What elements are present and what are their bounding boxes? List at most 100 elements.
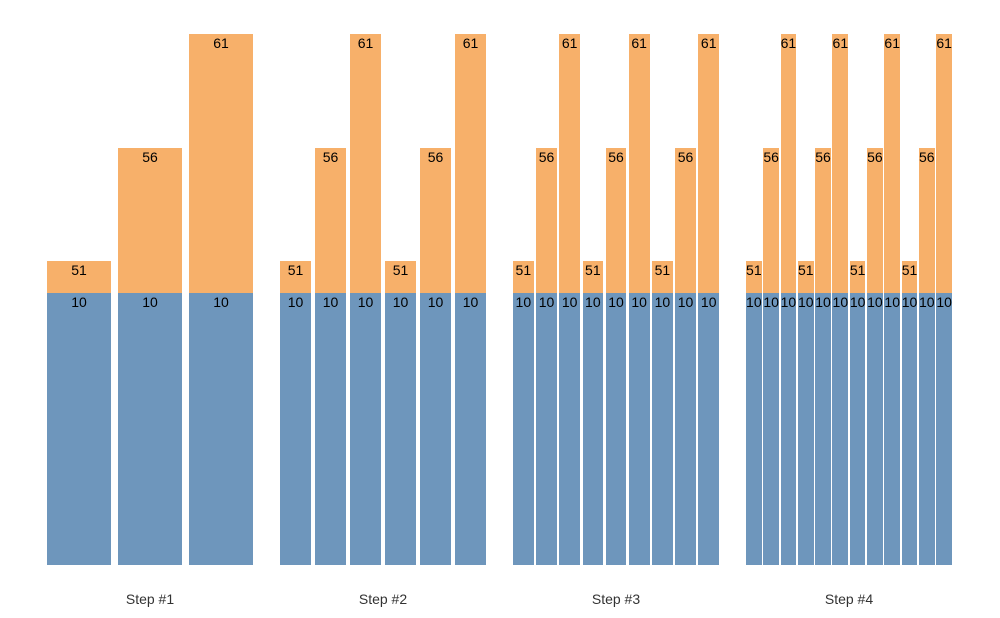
bar: 56 10 (867, 0, 883, 565)
bar-base-label: 10 (849, 294, 866, 310)
bar-segment-top: 56 (918, 148, 935, 293)
bar: 56 10 (315, 0, 346, 565)
bars-container: 51 10 56 10 61 10 51 10 56 10 61 10 51 10 56 10 61 10 51 10… (746, 0, 952, 565)
bar-total-label: 56 (815, 149, 831, 165)
bar-group-step-3: 51 10 56 10 61 10 51 10 56 10 61 10 51 10 56 10 61 10 Step… (513, 0, 720, 618)
bars-container: 51 10 56 10 61 10 51 10 56 10 61 10 (280, 0, 486, 565)
x-axis-label-step-3: Step #3 (591, 591, 641, 607)
bar-segment-base: 10 (189, 293, 253, 565)
bar-total-label: 61 (213, 35, 229, 51)
bar-segment-top: 51 (280, 261, 311, 293)
bar: 56 10 (815, 0, 831, 565)
bar-segment-top: 56 (675, 148, 696, 293)
bar-segment-base: 10 (47, 293, 111, 565)
bar-segment-top: 56 (118, 148, 182, 293)
bar-segment-top: 61 (189, 34, 253, 293)
bar-total-label: 61 (700, 35, 717, 51)
bar-segment-top: 61 (559, 34, 581, 293)
bar-total-label: 56 (427, 149, 444, 165)
bars-container: 51 10 56 10 61 10 51 10 56 10 61 10 51 10 56 10 61 10 (513, 0, 720, 565)
x-axis-label-step-4: Step #4 (824, 591, 874, 607)
bar-segment-top: 56 (536, 148, 557, 293)
bar-base-label: 10 (654, 294, 671, 310)
bar-base-label: 10 (462, 294, 479, 310)
bar-base-label: 10 (919, 294, 935, 310)
bar-segment-base: 10 (605, 293, 627, 565)
bar-segment-top: 51 (582, 261, 604, 293)
bar-total-label: 56 (608, 149, 624, 165)
bar-segment-top: 61 (628, 34, 650, 293)
bar-total-label: 61 (631, 35, 647, 51)
bar-base-label: 10 (797, 294, 814, 310)
bar: 51 10 (652, 0, 673, 565)
bar-total-label: 56 (763, 149, 779, 165)
bar-segment-base: 10 (513, 293, 534, 565)
bar-segment-base: 10 (763, 293, 779, 565)
bar-segment-base: 10 (698, 293, 720, 565)
bar-total-label: 51 (515, 262, 532, 278)
bar: 56 10 (420, 0, 451, 565)
bar-base-label: 10 (936, 294, 952, 310)
bar-base-label: 10 (631, 294, 647, 310)
bar-base-label: 10 (287, 294, 304, 310)
bar-total-label: 51 (392, 262, 409, 278)
x-axis-label-step-2: Step #2 (358, 591, 408, 607)
bar-base-label: 10 (901, 294, 918, 310)
bar-segment-base: 10 (559, 293, 581, 565)
bar-segment-top: 56 (763, 148, 779, 293)
bar-segment-base: 10 (675, 293, 696, 565)
bar: 51 10 (513, 0, 534, 565)
bar: 51 10 (582, 0, 604, 565)
bar-total-label: 56 (538, 149, 555, 165)
bar-segment-top: 56 (867, 148, 883, 293)
bar-base-label: 10 (142, 294, 158, 310)
bar: 51 10 (280, 0, 311, 565)
bar-base-label: 10 (322, 294, 339, 310)
bar: 51 10 (385, 0, 416, 565)
bar-segment-base: 10 (536, 293, 557, 565)
bar-total-label: 61 (462, 35, 479, 51)
bar-segment-base: 10 (582, 293, 604, 565)
bar-total-label: 51 (71, 262, 87, 278)
bar: 56 10 (675, 0, 696, 565)
bar-total-label: 61 (561, 35, 578, 51)
bar-total-label: 56 (919, 149, 935, 165)
bar: 51 10 (47, 0, 111, 565)
bars-container: 51 10 56 10 61 10 (47, 0, 253, 565)
bar-base-label: 10 (427, 294, 444, 310)
bar-base-label: 10 (213, 294, 229, 310)
bar-segment-top: 56 (815, 148, 831, 293)
bar: 56 10 (605, 0, 627, 565)
bar-base-label: 10 (815, 294, 831, 310)
bar-segment-base: 10 (118, 293, 182, 565)
bar: 61 10 (628, 0, 650, 565)
bar-segment-top: 61 (350, 34, 381, 293)
bar-total-label: 56 (142, 149, 158, 165)
bar-segment-top: 61 (455, 34, 486, 293)
bar-segment-base: 10 (746, 293, 762, 565)
bar-base-label: 10 (585, 294, 601, 310)
bar-segment-top: 61 (884, 34, 901, 293)
bar-base-label: 10 (561, 294, 578, 310)
bar-base-label: 10 (746, 294, 762, 310)
bar-segment-base: 10 (780, 293, 797, 565)
bar-base-label: 10 (780, 294, 797, 310)
bar-base-label: 10 (677, 294, 694, 310)
bar-total-label: 51 (287, 262, 304, 278)
bar-total-label: 56 (677, 149, 694, 165)
bar-segment-base: 10 (884, 293, 901, 565)
bar-segment-top: 51 (901, 261, 918, 293)
bar-segment-top: 56 (315, 148, 346, 293)
bar-base-label: 10 (763, 294, 779, 310)
bar-total-label: 61 (780, 35, 797, 51)
bar: 51 10 (849, 0, 866, 565)
bar-base-label: 10 (867, 294, 883, 310)
bar-segment-base: 10 (315, 293, 346, 565)
bar: 61 10 (559, 0, 581, 565)
bar-segment-base: 10 (867, 293, 883, 565)
bar: 61 10 (780, 0, 797, 565)
bar-base-label: 10 (357, 294, 374, 310)
bar-segment-base: 10 (901, 293, 918, 565)
bar-segment-top: 56 (420, 148, 451, 293)
